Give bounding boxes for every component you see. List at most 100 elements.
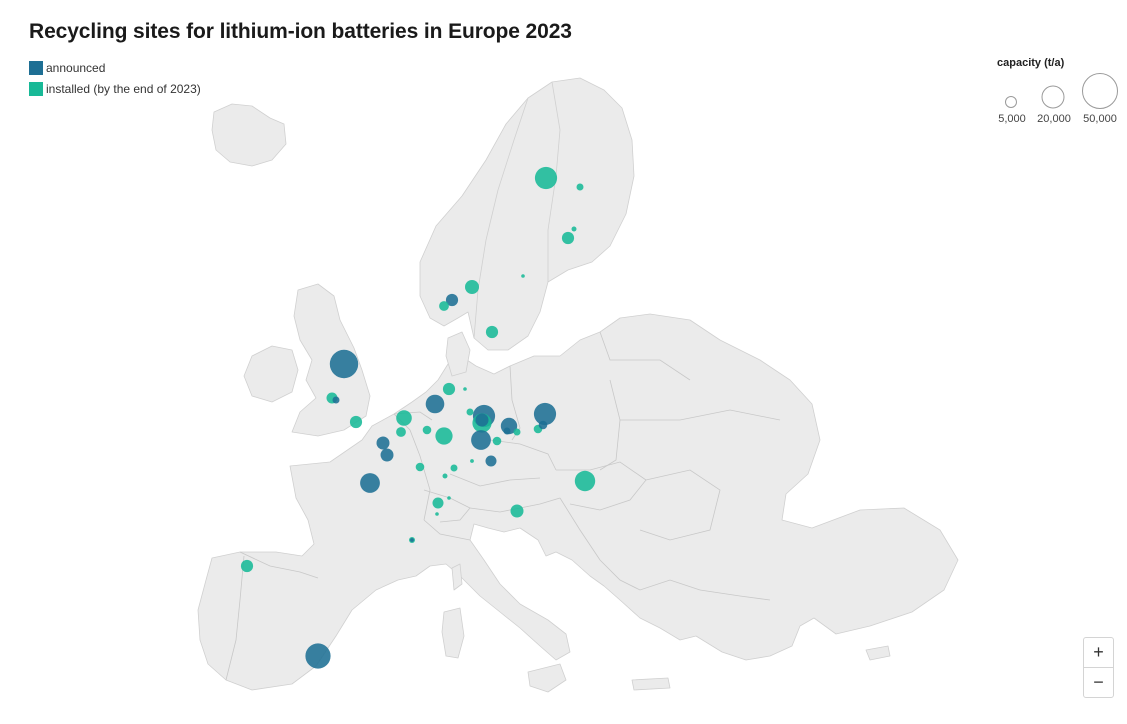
site-announced-21[interactable] [380, 448, 394, 462]
site-announced-11[interactable] [332, 396, 340, 404]
site-installed-31[interactable] [409, 537, 415, 543]
border-norway-sweden [473, 97, 529, 339]
site-announced-42[interactable] [533, 402, 557, 426]
site-installed-25[interactable] [442, 473, 448, 479]
land-corsica [451, 563, 463, 591]
site-announced-15[interactable] [425, 394, 445, 414]
capacity-legend-title: capacity (t/a) [997, 57, 1065, 69]
site-installed-33[interactable] [466, 408, 474, 416]
land-scandinavia [419, 77, 635, 351]
border-germany-czechia [489, 439, 557, 471]
capacity-legend: capacity (t/a) 5,000 20,000 50,000 [990, 56, 1120, 136]
capacity-legend-circles [1005, 73, 1118, 109]
site-installed-17[interactable] [396, 427, 406, 437]
legend-label-announced: announced [46, 60, 106, 75]
land-crete [631, 677, 671, 691]
site-installed-46[interactable] [510, 504, 524, 518]
site-installed-2[interactable] [571, 226, 577, 232]
site-installed-4[interactable] [521, 274, 525, 278]
announced-swatch [29, 60, 43, 75]
recycling-sites [240, 166, 596, 669]
zoom-control: + − [1083, 637, 1114, 698]
legend-label-installed: installed (by the end of 2023) [46, 81, 201, 96]
site-announced-39[interactable] [503, 427, 511, 435]
status-legend: announced installed (by the end of 2023) [29, 57, 201, 99]
site-installed-18[interactable] [422, 425, 432, 435]
site-installed-3[interactable] [561, 231, 575, 245]
legend-item-installed[interactable]: installed (by the end of 2023) [29, 78, 201, 99]
site-installed-41[interactable] [513, 428, 521, 436]
site-installed-29[interactable] [447, 496, 451, 500]
border-austria-italy [469, 497, 561, 513]
site-announced-27[interactable] [485, 455, 497, 467]
capacity-circle-medium [1041, 85, 1065, 109]
border-romania [639, 469, 721, 541]
country-borders [225, 331, 781, 681]
site-installed-24[interactable] [450, 464, 458, 472]
site-announced-32[interactable] [410, 538, 414, 542]
site-installed-23[interactable] [415, 462, 425, 472]
site-installed-45[interactable] [574, 470, 596, 492]
land-denmark [445, 331, 471, 377]
border-hungary [556, 461, 647, 511]
border-italy [423, 519, 471, 541]
border-spain-portugal [225, 555, 245, 681]
border-baltic [599, 331, 691, 381]
site-installed-35[interactable] [472, 413, 492, 433]
capacity-label-medium: 20,000 [1037, 113, 1071, 125]
land-sardinia [441, 607, 465, 659]
site-installed-43[interactable] [533, 424, 543, 434]
site-announced-44[interactable] [538, 420, 548, 430]
border-belarus [620, 409, 781, 421]
site-installed-30[interactable] [435, 512, 439, 516]
site-installed-38[interactable] [492, 436, 502, 446]
land-continental-europe [197, 313, 959, 691]
border-germany-poland [509, 365, 521, 441]
legend-item-announced[interactable]: announced [29, 57, 201, 78]
capacity-circle-small [1005, 96, 1017, 108]
site-installed-5[interactable] [465, 280, 479, 294]
land-ireland [243, 345, 299, 403]
site-announced-9[interactable] [329, 349, 359, 379]
site-installed-1[interactable] [576, 183, 584, 191]
capacity-label-small: 5,000 [998, 113, 1026, 125]
site-announced-48[interactable] [305, 643, 331, 669]
site-installed-7[interactable] [439, 301, 449, 311]
land-great-britain [291, 283, 371, 437]
land-sicily [527, 663, 567, 693]
capacity-circle-large [1082, 73, 1118, 109]
site-installed-12[interactable] [349, 415, 363, 429]
site-installed-0[interactable] [534, 166, 558, 190]
site-announced-36[interactable] [475, 413, 489, 427]
land-cyprus [865, 645, 891, 661]
border-france-germany [393, 413, 431, 521]
border-france-spain [239, 551, 319, 579]
site-installed-13[interactable] [442, 382, 456, 396]
border-germany-austria [449, 473, 541, 487]
site-installed-8[interactable] [485, 325, 499, 339]
site-installed-26[interactable] [470, 459, 474, 463]
site-announced-6[interactable] [445, 293, 459, 307]
border-switzerland [423, 489, 471, 523]
site-installed-28[interactable] [432, 497, 444, 509]
site-installed-14[interactable] [463, 387, 467, 391]
zoom-in-button[interactable]: + [1093, 642, 1104, 662]
map-title: Recycling sites for lithium-ion batterie… [29, 20, 572, 43]
land-iceland [211, 103, 287, 167]
site-announced-37[interactable] [471, 430, 491, 450]
installed-swatch [29, 81, 43, 96]
site-installed-19[interactable] [435, 427, 453, 445]
site-announced-40[interactable] [500, 417, 518, 435]
site-announced-22[interactable] [360, 473, 380, 493]
site-announced-34[interactable] [472, 404, 496, 428]
zoom-out-button[interactable]: − [1093, 672, 1104, 692]
border-poland-ukraine [599, 379, 621, 471]
site-announced-20[interactable] [376, 436, 390, 450]
capacity-label-large: 50,000 [1083, 113, 1117, 125]
border-netherlands-belgium [393, 411, 433, 421]
site-installed-47[interactable] [240, 559, 254, 573]
site-installed-16[interactable] [396, 410, 412, 426]
site-installed-10[interactable] [326, 392, 338, 404]
zoom-divider [1084, 667, 1113, 668]
